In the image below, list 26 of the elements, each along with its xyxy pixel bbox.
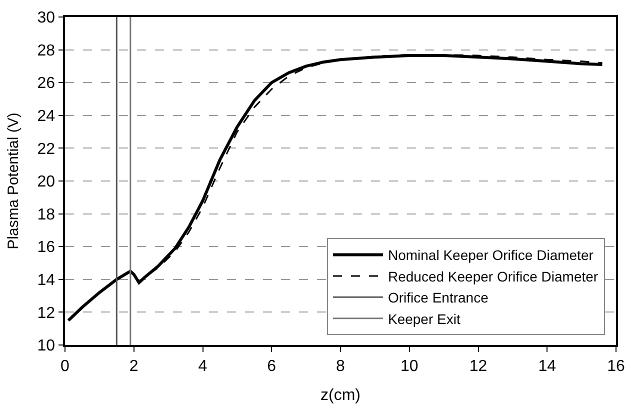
y-tick-label: 24: [37, 108, 56, 125]
y-tick-label: 26: [37, 75, 56, 92]
y-axis-title: Plasma Potential (V): [5, 112, 22, 250]
x-tick-label: 4: [198, 358, 208, 375]
y-tick-label: 28: [37, 42, 56, 60]
x-tick-label: 6: [267, 358, 276, 375]
y-tick-label: 12: [37, 304, 56, 322]
y-tick-label: 14: [37, 272, 56, 289]
y-tick-label: 18: [37, 206, 56, 224]
x-tick-label: 16: [607, 358, 625, 375]
x-tick-label: 10: [400, 358, 418, 375]
legend-label: Reduced Keeper Orifice Diameter: [388, 268, 598, 284]
legend-label: Orifice Entrance: [388, 290, 489, 306]
legend-label: Keeper Exit: [388, 310, 460, 327]
x-axis-title: z(cm): [320, 387, 360, 404]
legend-label: Nominal Keeper Orifice Diameter: [388, 247, 594, 264]
y-tick-label: 10: [37, 338, 56, 355]
y-tick-label: 20: [37, 174, 56, 191]
x-tick-label: 14: [538, 358, 556, 375]
y-tick-label: 30: [37, 10, 56, 27]
x-tick-label: 0: [60, 358, 70, 375]
x-tick-label: 2: [129, 358, 138, 375]
x-tick-label: 8: [336, 358, 346, 375]
y-tick-label: 22: [37, 140, 56, 158]
x-tick-label: 12: [469, 358, 488, 375]
y-tick-label: 16: [37, 239, 56, 256]
